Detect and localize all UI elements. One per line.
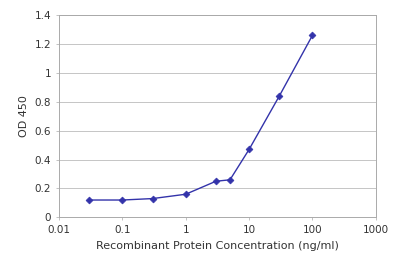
Y-axis label: OD 450: OD 450: [19, 95, 29, 137]
X-axis label: Recombinant Protein Concentration (ng/ml): Recombinant Protein Concentration (ng/ml…: [96, 241, 339, 250]
